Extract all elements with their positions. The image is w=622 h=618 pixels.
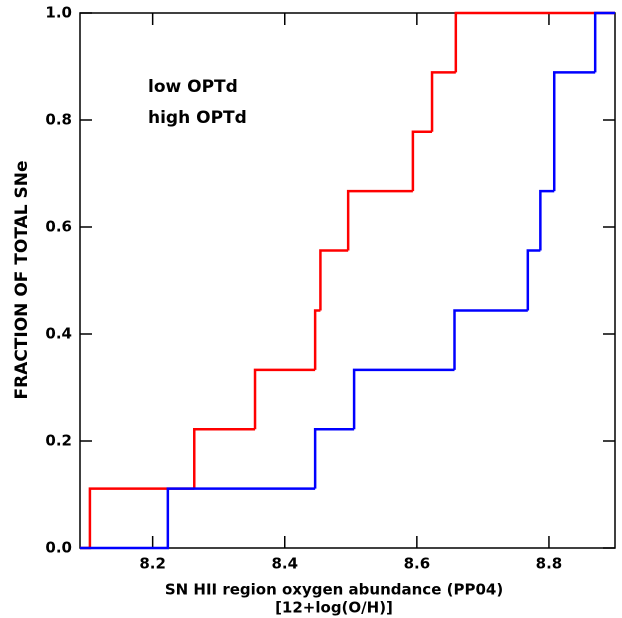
step-line	[80, 487, 316, 550]
x-tick-label: 8.4	[271, 555, 298, 573]
step-line	[552, 71, 596, 192]
x-axis-label-2: [12+log(O/H)]	[275, 599, 393, 617]
x-axis-label: SN HII region oxygen abundance (PP04)	[165, 581, 503, 599]
step-line	[430, 71, 456, 132]
y-tick-label: 0.2	[45, 432, 72, 450]
y-tick-label: 0.4	[45, 325, 72, 343]
step-line	[454, 11, 615, 73]
plot-frame	[79, 12, 616, 549]
step-line	[526, 249, 541, 311]
step-line	[453, 309, 528, 370]
y-axis-label: FRACTION OF TOTAL SNe	[12, 160, 32, 399]
step-line	[352, 368, 455, 430]
step-line	[593, 11, 615, 73]
step-line	[193, 427, 256, 489]
legend-label: high OPTd	[148, 108, 247, 128]
step-line	[539, 189, 555, 251]
y-tick-label: 0.8	[45, 111, 72, 129]
x-tick-label: 8.6	[404, 555, 431, 573]
x-tick-label: 8.8	[536, 555, 563, 573]
step-line	[319, 249, 349, 311]
step-line	[346, 189, 413, 251]
y-tick-label: 0.0	[45, 539, 72, 557]
step-line	[80, 487, 195, 550]
step-line	[313, 427, 355, 489]
y-tick-label: 0.6	[45, 218, 72, 236]
legend-label: low OPTd	[148, 77, 238, 97]
step-line	[253, 368, 316, 430]
y-tick-label: 1.0	[45, 4, 72, 22]
x-tick-label: 8.2	[139, 555, 166, 573]
step-line	[313, 309, 321, 370]
step-line	[411, 130, 433, 192]
